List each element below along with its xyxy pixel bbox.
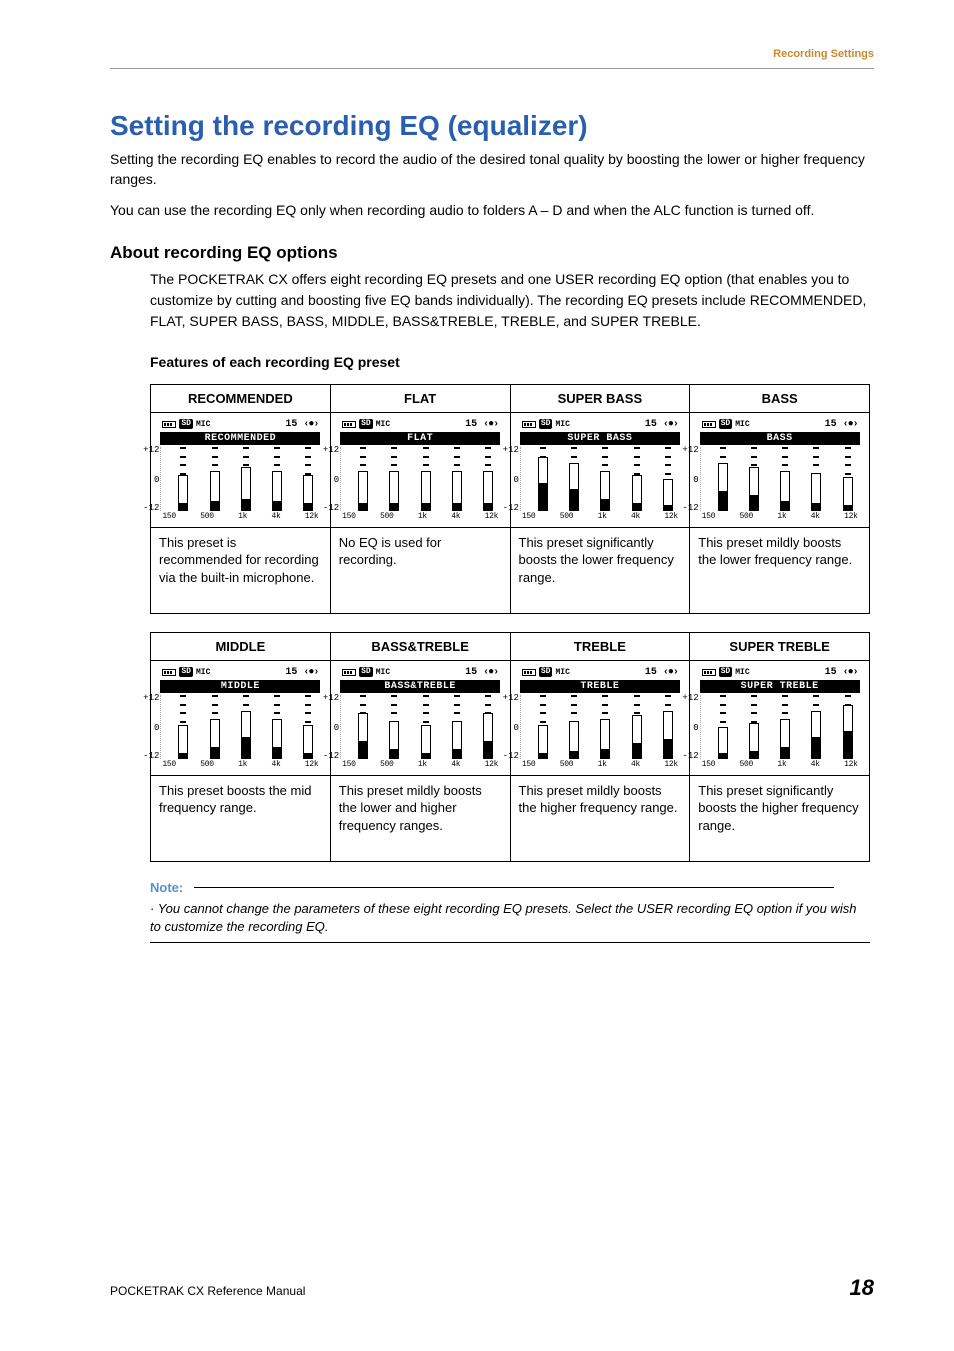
eq-display: SDMIC15 ‹●›SUPER BASS+120-121505001k4k12…: [520, 419, 680, 521]
mic-label: MIC: [735, 668, 749, 677]
preset-desc: This preset mildly boosts the higher fre…: [510, 775, 690, 861]
mic-label: MIC: [196, 668, 210, 677]
eq-display: SDMIC15 ‹●›TREBLE+120-121505001k4k12k: [520, 667, 680, 769]
preset-image-cell: SDMIC15 ‹●›RECOMMENDED+120-121505001k4k1…: [151, 412, 331, 527]
eq-preset-name: RECOMMENDED: [160, 432, 320, 445]
preset-header: MIDDLE: [151, 632, 331, 660]
note-line-bottom: [150, 942, 870, 943]
eq-preset-name: TREBLE: [520, 680, 680, 693]
rec-num: 15: [465, 667, 477, 678]
sd-icon: SD: [539, 419, 553, 429]
rec-indicator-icon: ‹●›: [663, 419, 678, 430]
preset-image-cell: SDMIC15 ‹●›BASS&TREBLE+120-121505001k4k1…: [330, 660, 510, 775]
preset-desc: This preset mildly boosts the lower and …: [330, 775, 510, 861]
eq-preset-name: MIDDLE: [160, 680, 320, 693]
intro-paragraph-2: You can use the recording EQ only when r…: [110, 201, 874, 221]
preset-image-cell: SDMIC15 ‹●›TREBLE+120-121505001k4k12k: [510, 660, 690, 775]
intro-paragraph-1: Setting the recording EQ enables to reco…: [110, 150, 874, 189]
header-rule: [110, 68, 874, 69]
preset-image-cell: SDMIC15 ‹●›MIDDLE+120-121505001k4k12k: [151, 660, 331, 775]
sd-icon: SD: [539, 667, 553, 677]
battery-icon: [342, 421, 356, 428]
rec-num: 15: [645, 419, 657, 430]
battery-icon: [702, 669, 716, 676]
mic-label: MIC: [196, 420, 210, 429]
battery-icon: [522, 421, 536, 428]
header-section: Recording Settings: [773, 48, 874, 60]
rec-indicator-icon: ‹●›: [303, 667, 318, 678]
eq-preset-name: BASS: [700, 432, 860, 445]
battery-icon: [522, 669, 536, 676]
preset-header: BASS: [690, 384, 870, 412]
preset-image-cell: SDMIC15 ‹●›SUPER BASS+120-121505001k4k12…: [510, 412, 690, 527]
preset-header: SUPER BASS: [510, 384, 690, 412]
eq-preset-name: SUPER TREBLE: [700, 680, 860, 693]
preset-header: RECOMMENDED: [151, 384, 331, 412]
eq-display: SDMIC15 ‹●›FLAT+120-121505001k4k12k: [340, 419, 500, 521]
rec-num: 15: [465, 419, 477, 430]
note-label: Note:: [150, 880, 183, 895]
preset-desc: This preset boosts the mid frequency ran…: [151, 775, 331, 861]
mic-label: MIC: [376, 668, 390, 677]
rec-num: 15: [285, 419, 297, 430]
mic-label: MIC: [555, 420, 569, 429]
preset-header: FLAT: [330, 384, 510, 412]
footer-left: POCKETRAK CX Reference Manual: [110, 1284, 305, 1298]
rec-num: 15: [825, 667, 837, 678]
preset-header: BASS&TREBLE: [330, 632, 510, 660]
preset-header: TREBLE: [510, 632, 690, 660]
mic-label: MIC: [555, 668, 569, 677]
eq-display: SDMIC15 ‹●›SUPER TREBLE+120-121505001k4k…: [700, 667, 860, 769]
rec-indicator-icon: ‹●›: [843, 419, 858, 430]
sub-description: The POCKETRAK CX offers eight recording …: [150, 269, 874, 332]
note-text: · You cannot change the parameters of th…: [150, 900, 874, 936]
preset-header: SUPER TREBLE: [690, 632, 870, 660]
eq-display: SDMIC15 ‹●›RECOMMENDED+120-121505001k4k1…: [160, 419, 320, 521]
rec-num: 15: [285, 667, 297, 678]
preset-image-cell: SDMIC15 ‹●›SUPER TREBLE+120-121505001k4k…: [690, 660, 870, 775]
eq-preset-name: SUPER BASS: [520, 432, 680, 445]
sd-icon: SD: [179, 419, 193, 429]
sd-icon: SD: [359, 667, 373, 677]
rec-num: 15: [825, 419, 837, 430]
sd-icon: SD: [719, 419, 733, 429]
rec-indicator-icon: ‹●›: [483, 667, 498, 678]
page-title: Setting the recording EQ (equalizer): [110, 110, 874, 142]
preset-desc: No EQ is used for recording.: [330, 527, 510, 613]
battery-icon: [342, 669, 356, 676]
battery-icon: [162, 669, 176, 676]
rec-indicator-icon: ‹●›: [843, 667, 858, 678]
rec-indicator-icon: ‹●›: [483, 419, 498, 430]
preset-desc: This preset is recommended for recording…: [151, 527, 331, 613]
preset-desc: This preset mildly boosts the lower freq…: [690, 527, 870, 613]
eq-display: SDMIC15 ‹●›MIDDLE+120-121505001k4k12k: [160, 667, 320, 769]
sd-icon: SD: [359, 419, 373, 429]
features-label: Features of each recording EQ preset: [150, 354, 874, 370]
mic-label: MIC: [735, 420, 749, 429]
preset-table-1: RECOMMENDEDFLATSUPER BASSBASS SDMIC15 ‹●…: [150, 384, 870, 614]
eq-preset-name: BASS&TREBLE: [340, 680, 500, 693]
sd-icon: SD: [719, 667, 733, 677]
preset-desc: This preset significantly boosts the hig…: [690, 775, 870, 861]
rec-indicator-icon: ‹●›: [663, 667, 678, 678]
preset-table-2: MIDDLEBASS&TREBLETREBLESUPER TREBLE SDMI…: [150, 632, 870, 862]
sub-heading: About recording EQ options: [110, 243, 874, 263]
eq-preset-name: FLAT: [340, 432, 500, 445]
preset-image-cell: SDMIC15 ‹●›BASS+120-121505001k4k12k: [690, 412, 870, 527]
note-line-top: [194, 887, 834, 888]
mic-label: MIC: [376, 420, 390, 429]
eq-display: SDMIC15 ‹●›BASS&TREBLE+120-121505001k4k1…: [340, 667, 500, 769]
page-number: 18: [850, 1275, 874, 1301]
rec-indicator-icon: ‹●›: [303, 419, 318, 430]
battery-icon: [702, 421, 716, 428]
preset-desc: This preset significantly boosts the low…: [510, 527, 690, 613]
preset-image-cell: SDMIC15 ‹●›FLAT+120-121505001k4k12k: [330, 412, 510, 527]
footer: POCKETRAK CX Reference Manual 18: [110, 1275, 874, 1301]
battery-icon: [162, 421, 176, 428]
eq-display: SDMIC15 ‹●›BASS+120-121505001k4k12k: [700, 419, 860, 521]
rec-num: 15: [645, 667, 657, 678]
sd-icon: SD: [179, 667, 193, 677]
